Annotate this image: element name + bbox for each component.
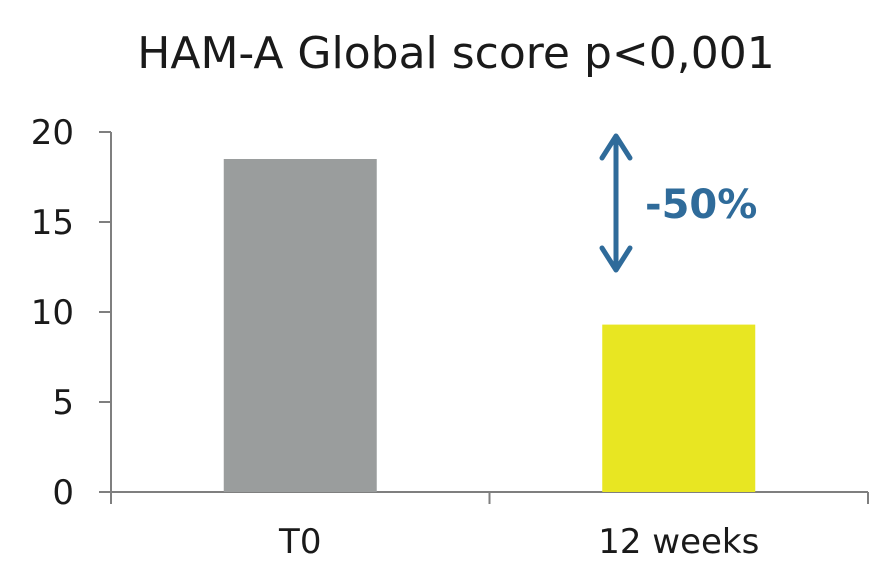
change-annotation: -50% — [599, 133, 757, 273]
annotation-label: -50% — [645, 182, 757, 228]
arrow-head-down — [599, 245, 633, 273]
y-tick-label: 0 — [52, 473, 74, 513]
y-tick-label: 15 — [31, 203, 74, 243]
arrow-head-up — [599, 133, 633, 161]
y-tick-label: 5 — [52, 383, 74, 423]
bars — [223, 159, 756, 492]
y-tick-label: 20 — [31, 113, 74, 153]
y-tick-label: 10 — [31, 293, 74, 333]
bar — [602, 324, 756, 492]
x-axis: T0 12 weeks — [110, 491, 869, 562]
y-axis: 0 5 10 15 20 — [31, 113, 112, 513]
chart-title: HAM-A Global score p<0,001 — [137, 28, 774, 79]
x-tick-label: T0 — [278, 522, 321, 562]
bar — [223, 159, 377, 492]
x-tick-label: 12 weeks — [598, 522, 759, 562]
